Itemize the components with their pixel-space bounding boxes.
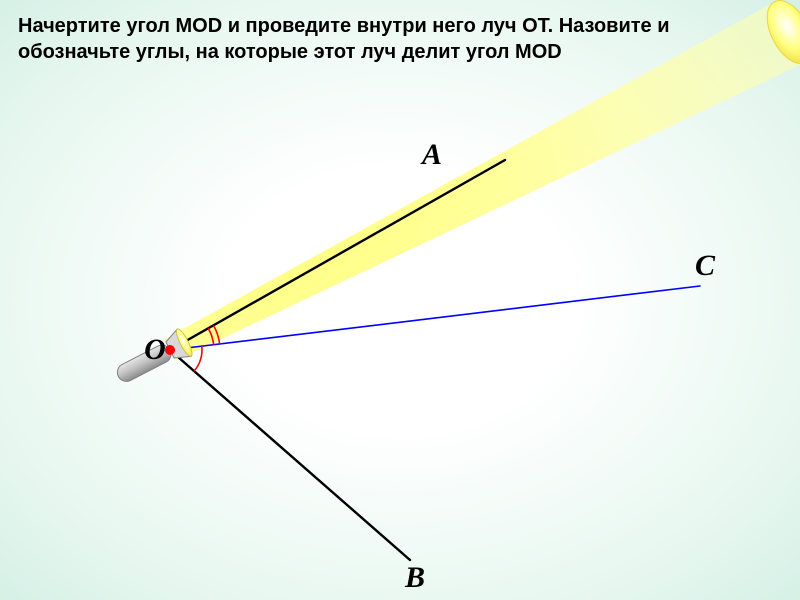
label-B: B <box>405 561 425 595</box>
ray-OA <box>170 160 505 350</box>
flashlight-beam <box>165 2 800 361</box>
vertex-dot <box>165 345 175 355</box>
label-A: A <box>422 138 442 172</box>
ray-OB <box>170 350 410 560</box>
diagram-svg <box>0 0 800 600</box>
stage: Начертите угол MOD и проведите внутри не… <box>0 0 800 600</box>
label-C: C <box>695 249 715 283</box>
label-O: O <box>144 333 166 367</box>
